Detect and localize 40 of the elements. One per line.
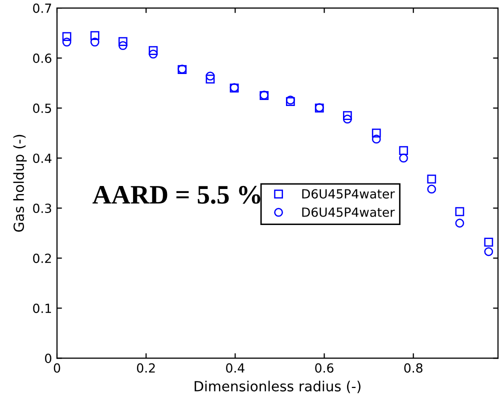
point: [206, 72, 215, 81]
point: [455, 218, 464, 228]
annotation: AARD = 5.5 %: [92, 186, 260, 204]
y-tick-label: 0: [45, 354, 52, 364]
point: [484, 238, 494, 247]
x-tick-label: 0: [54, 363, 60, 373]
point: [118, 41, 128, 50]
point: [484, 247, 494, 256]
point: [399, 146, 408, 156]
point: [148, 50, 158, 59]
point: [342, 114, 352, 124]
point: [455, 207, 464, 216]
y-tick-label: 0.6: [33, 54, 52, 63]
point: [62, 32, 72, 41]
y-tick-label: 0.5: [33, 104, 52, 114]
x-tick-label: 0.4: [226, 363, 244, 373]
point: [206, 74, 215, 84]
point: [372, 128, 381, 138]
x-tick-label: 0.8: [404, 363, 422, 373]
y-tick-label: 0.3: [33, 204, 52, 214]
x-tick-label: 0.6: [315, 363, 334, 373]
y-tick-label: 0.2: [33, 254, 51, 264]
point: [90, 38, 100, 46]
point: [427, 174, 436, 184]
point: [399, 154, 408, 163]
point: [90, 31, 100, 40]
legend-label: D6U45P4water: [302, 189, 395, 199]
point: [427, 184, 436, 194]
y-tick-label: 0.4: [33, 154, 52, 164]
y-axis-title: Gas holdup (-): [13, 134, 27, 232]
y-tick-label: 0.1: [33, 304, 51, 314]
y-tick-label: 0.7: [33, 4, 52, 13]
point: [342, 111, 352, 120]
point: [62, 38, 72, 46]
point: [148, 46, 158, 55]
x-axis-title: Dimensionless radius (-): [194, 380, 360, 394]
point: [118, 37, 128, 46]
point: [372, 134, 381, 144]
x-tick-label: 0.2: [136, 363, 155, 373]
legend-label: D6U45P4water: [302, 207, 395, 217]
